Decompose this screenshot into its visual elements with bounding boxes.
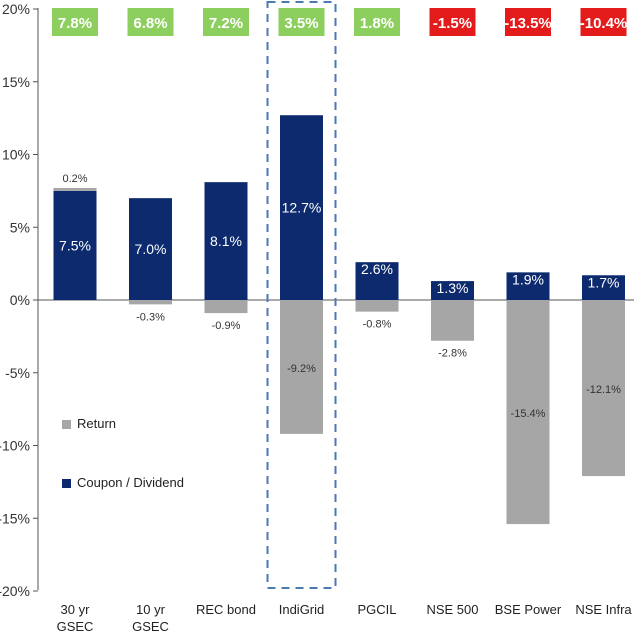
total-badge: [505, 8, 551, 36]
x-tick-label: GSEC: [57, 619, 94, 634]
total-badge: [127, 8, 174, 36]
legend-return-swatch: [62, 420, 71, 430]
total-badge: [580, 8, 627, 36]
return-data-label: -0.9%: [212, 320, 241, 332]
coupon-data-label: 7.5%: [59, 237, 91, 253]
y-tick-label: 15%: [2, 74, 30, 90]
x-tick-label: BSE Power: [495, 602, 562, 617]
x-tick-label: 10 yr: [136, 602, 166, 617]
legend-coupon: Coupon / Dividend: [62, 475, 184, 490]
coupon-data-label: 12.7%: [282, 200, 322, 216]
bar-return: [582, 300, 625, 477]
x-tick-label: IndiGrid: [279, 602, 325, 617]
x-tick-label: 30 yr: [61, 602, 91, 617]
y-tick-label: -10%: [0, 438, 30, 454]
coupon-data-label: 1.7%: [588, 274, 620, 290]
y-tick-label: 10%: [2, 147, 30, 163]
bar-coupon: [280, 115, 323, 300]
bar-coupon: [204, 182, 248, 300]
y-tick-label: 20%: [2, 1, 30, 17]
y-tick-label: -15%: [0, 510, 30, 526]
return-data-label: -2.8%: [438, 348, 467, 360]
x-tick-label: GSEC: [132, 619, 169, 634]
bar-return: [204, 300, 248, 314]
total-badge-label: -1.5%: [433, 15, 472, 32]
return-data-label: -0.3%: [136, 311, 165, 323]
total-badge: [429, 8, 476, 36]
bar-return: [431, 300, 474, 341]
y-tick-label: 5%: [10, 219, 30, 235]
y-tick-label: -5%: [5, 365, 30, 381]
coupon-data-label: 7.0%: [135, 241, 167, 257]
y-tick-label: -20%: [0, 583, 30, 599]
x-tick-label: PGCIL: [357, 602, 396, 617]
total-badge-label: 6.8%: [133, 15, 167, 32]
return-data-label: -15.4%: [511, 408, 546, 420]
x-tick-label: NSE 500: [426, 602, 478, 617]
coupon-data-label: 1.9%: [512, 271, 544, 287]
bar-coupon: [582, 275, 625, 300]
total-badge: [354, 8, 400, 36]
coupon-data-label: 8.1%: [210, 233, 242, 249]
bar-return: [53, 187, 97, 191]
total-badge: [203, 8, 249, 36]
x-tick-label: REC bond: [196, 602, 256, 617]
legend-coupon-swatch: [62, 479, 71, 489]
total-badge-label: 1.8%: [360, 15, 394, 32]
bar-return: [280, 300, 323, 434]
total-badge: [278, 8, 325, 36]
total-badge-label: -10.4%: [580, 15, 628, 32]
return-data-label: -12.1%: [586, 384, 621, 396]
total-badge-label: 7.8%: [58, 15, 92, 32]
return-data-label: -0.8%: [363, 319, 392, 331]
total-badge-label: 3.5%: [284, 15, 318, 32]
return-data-label: -9.2%: [287, 363, 316, 375]
x-tick-label: NSE Infra: [575, 602, 632, 617]
total-badge: [52, 8, 98, 36]
coupon-data-label: 2.6%: [361, 261, 393, 277]
highlight-box: [266, 1, 337, 589]
bar-coupon: [431, 281, 474, 300]
bar-coupon: [355, 262, 399, 300]
legend-return: Return: [62, 416, 116, 431]
total-badge-label: -13.5%: [504, 15, 552, 32]
y-tick-label: 0%: [10, 292, 30, 308]
bar-return: [129, 300, 172, 305]
bar-coupon: [53, 190, 97, 300]
bar-coupon: [129, 198, 172, 300]
bar-coupon: [506, 272, 550, 300]
bar-return: [506, 300, 550, 525]
coupon-data-label: 1.3%: [437, 280, 469, 296]
legend-return-label: Return: [77, 416, 117, 431]
legend-coupon-label: Coupon / Dividend: [77, 475, 184, 490]
total-badge-label: 7.2%: [209, 15, 243, 32]
return-data-label: 0.2%: [62, 173, 87, 185]
bar-return: [355, 300, 399, 312]
